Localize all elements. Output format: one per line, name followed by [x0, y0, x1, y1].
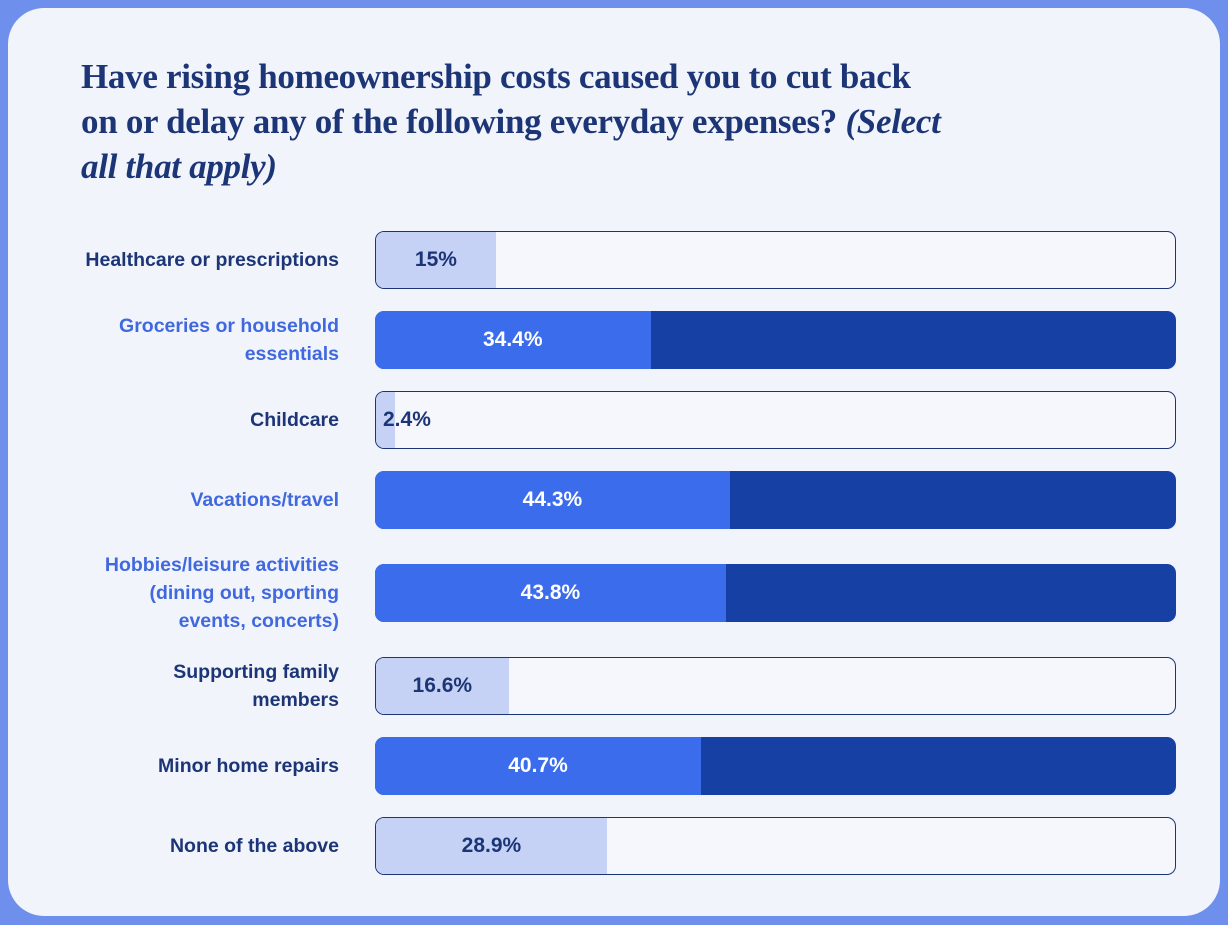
category-label: Groceries or household essentials — [119, 315, 339, 365]
chart-title-italic: (Select all that apply) — [81, 102, 941, 186]
category-label: Supporting family members — [173, 661, 339, 711]
bar-row: Hobbies/leisure activities (dining out, … — [55, 551, 1176, 635]
bar-row: Supporting family members 16.6% — [55, 657, 1176, 715]
chart-title: Have rising homeownership costs caused y… — [81, 54, 1141, 189]
category-label: Healthcare or prescriptions — [85, 249, 339, 271]
bar-fill: 40.7% — [375, 737, 701, 795]
bar-track: 44.3% — [375, 471, 1176, 529]
value-label: 43.8% — [520, 581, 581, 604]
bar-track: 15% — [375, 231, 1176, 289]
bar-fill: 15% — [376, 232, 496, 288]
bar-track: 28.9% — [375, 817, 1176, 875]
bar-row: Childcare 2.4% — [55, 391, 1176, 449]
bar-fill: 44.3% — [375, 471, 730, 529]
bar-row: None of the above 28.9% — [55, 817, 1176, 875]
category-label: Hobbies/leisure activities (dining out, … — [104, 554, 339, 632]
bar-fill: 43.8% — [375, 564, 726, 622]
category-label: Vacations/travel — [190, 489, 340, 511]
bar-track: 2.4% — [375, 391, 1176, 449]
value-label: 16.6% — [412, 674, 473, 697]
value-label: 15% — [414, 248, 457, 271]
value-label: 28.9% — [461, 834, 522, 857]
bar-row: Vacations/travel 44.3% — [55, 471, 1176, 529]
bar-chart: Healthcare or prescriptions 15% Groceries … — [55, 231, 1176, 875]
chart-card: Have rising homeownership costs caused y… — [8, 8, 1220, 916]
bar-fill: 16.6% — [376, 658, 509, 714]
bar-row: Minor home repairs 40.7% — [55, 737, 1176, 795]
bar-row: Healthcare or prescriptions 15% — [55, 231, 1176, 289]
value-label: 2.4% — [383, 408, 431, 431]
value-label: 44.3% — [522, 488, 583, 511]
category-label: Childcare — [250, 409, 339, 431]
bar-track: 43.8% — [375, 564, 1176, 622]
bar-track: 34.4% — [375, 311, 1176, 369]
category-label: Minor home repairs — [158, 755, 339, 777]
bar-fill: 34.4% — [375, 311, 651, 369]
bar-fill: 28.9% — [376, 818, 607, 874]
value-label: 34.4% — [482, 328, 543, 351]
bar-track: 16.6% — [375, 657, 1176, 715]
category-label: None of the above — [169, 835, 339, 857]
value-label: 40.7% — [508, 754, 568, 777]
bar-fill: 2.4% — [376, 392, 431, 448]
bar-row: Groceries or household essentials 34.4% — [55, 311, 1176, 369]
bar-track: 40.7% — [375, 737, 1176, 795]
chart-title-main: Have rising homeownership costs caused y… — [81, 57, 911, 141]
